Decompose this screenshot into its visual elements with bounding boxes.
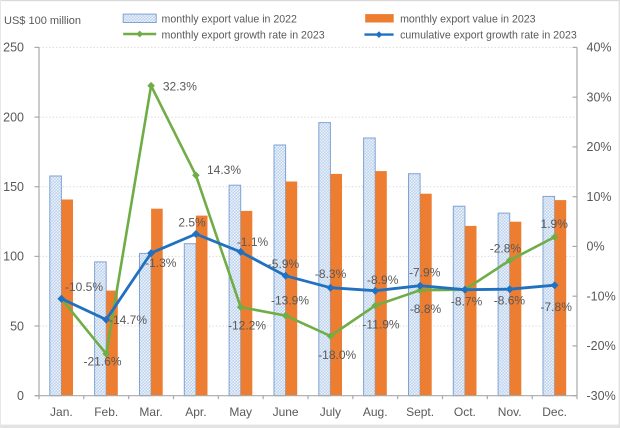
svg-text:-13.9%: -13.9% — [271, 294, 309, 308]
svg-text:10%: 10% — [587, 190, 612, 204]
svg-text:-8.7%: -8.7% — [451, 295, 483, 309]
svg-text:-12.2%: -12.2% — [228, 318, 266, 332]
svg-text:June: June — [273, 405, 299, 419]
svg-text:Feb.: Feb. — [94, 405, 118, 419]
svg-text:Oct.: Oct. — [454, 405, 476, 419]
svg-text:30%: 30% — [587, 91, 612, 105]
svg-text:200: 200 — [3, 110, 24, 124]
svg-text:monthly export growth rate in: monthly export growth rate in 2023 — [162, 29, 325, 41]
svg-text:Aug.: Aug. — [363, 405, 388, 419]
svg-text:Dec.: Dec. — [542, 405, 567, 419]
svg-text:-8.3%: -8.3% — [315, 267, 347, 281]
svg-text:14.3%: 14.3% — [207, 163, 241, 177]
svg-text:-1.3%: -1.3% — [145, 256, 177, 270]
svg-text:-5.9%: -5.9% — [268, 257, 300, 271]
svg-text:150: 150 — [3, 180, 24, 194]
svg-text:-8.9%: -8.9% — [367, 273, 399, 287]
svg-text:-7.8%: -7.8% — [541, 300, 573, 314]
svg-text:July: July — [320, 405, 341, 419]
svg-text:250: 250 — [3, 41, 24, 55]
svg-text:-8.8%: -8.8% — [410, 302, 442, 316]
svg-text:monthly export value in 2022: monthly export value in 2022 — [162, 13, 298, 25]
svg-text:US$ 100 million: US$ 100 million — [4, 15, 81, 27]
svg-text:40%: 40% — [587, 41, 612, 55]
svg-text:Sept.: Sept. — [406, 405, 434, 419]
svg-text:monthly export value in 2023: monthly export value in 2023 — [400, 13, 536, 25]
svg-text:-2.8%: -2.8% — [490, 242, 522, 256]
svg-text:Jan.: Jan. — [50, 405, 73, 419]
svg-text:May: May — [229, 405, 252, 419]
svg-text:cumulative export growth rate: cumulative export growth rate in 2023 — [400, 29, 577, 41]
svg-text:2.5%: 2.5% — [178, 216, 206, 230]
svg-text:-20%: -20% — [587, 339, 616, 353]
svg-text:0: 0 — [17, 389, 24, 403]
svg-text:32.3%: 32.3% — [163, 80, 197, 94]
svg-text:0%: 0% — [587, 240, 605, 254]
svg-text:50: 50 — [10, 319, 24, 333]
svg-text:-10.5%: -10.5% — [65, 280, 103, 294]
svg-text:-21.6%: -21.6% — [83, 354, 121, 368]
svg-text:-8.6%: -8.6% — [494, 294, 526, 308]
svg-text:-7.9%: -7.9% — [409, 265, 441, 279]
svg-text:1.9%: 1.9% — [541, 217, 569, 231]
svg-text:-18.0%: -18.0% — [318, 348, 356, 362]
svg-text:-10%: -10% — [587, 290, 616, 304]
svg-text:-30%: -30% — [587, 389, 616, 403]
svg-text:Nov.: Nov. — [498, 405, 522, 419]
svg-text:Apr.: Apr. — [185, 405, 206, 419]
svg-text:-11.9%: -11.9% — [362, 318, 399, 332]
svg-text:-14.7%: -14.7% — [109, 313, 147, 327]
svg-text:100: 100 — [3, 250, 24, 264]
svg-text:20%: 20% — [587, 140, 612, 154]
svg-text:Mar.: Mar. — [139, 405, 162, 419]
svg-text:-1.1%: -1.1% — [237, 235, 269, 249]
